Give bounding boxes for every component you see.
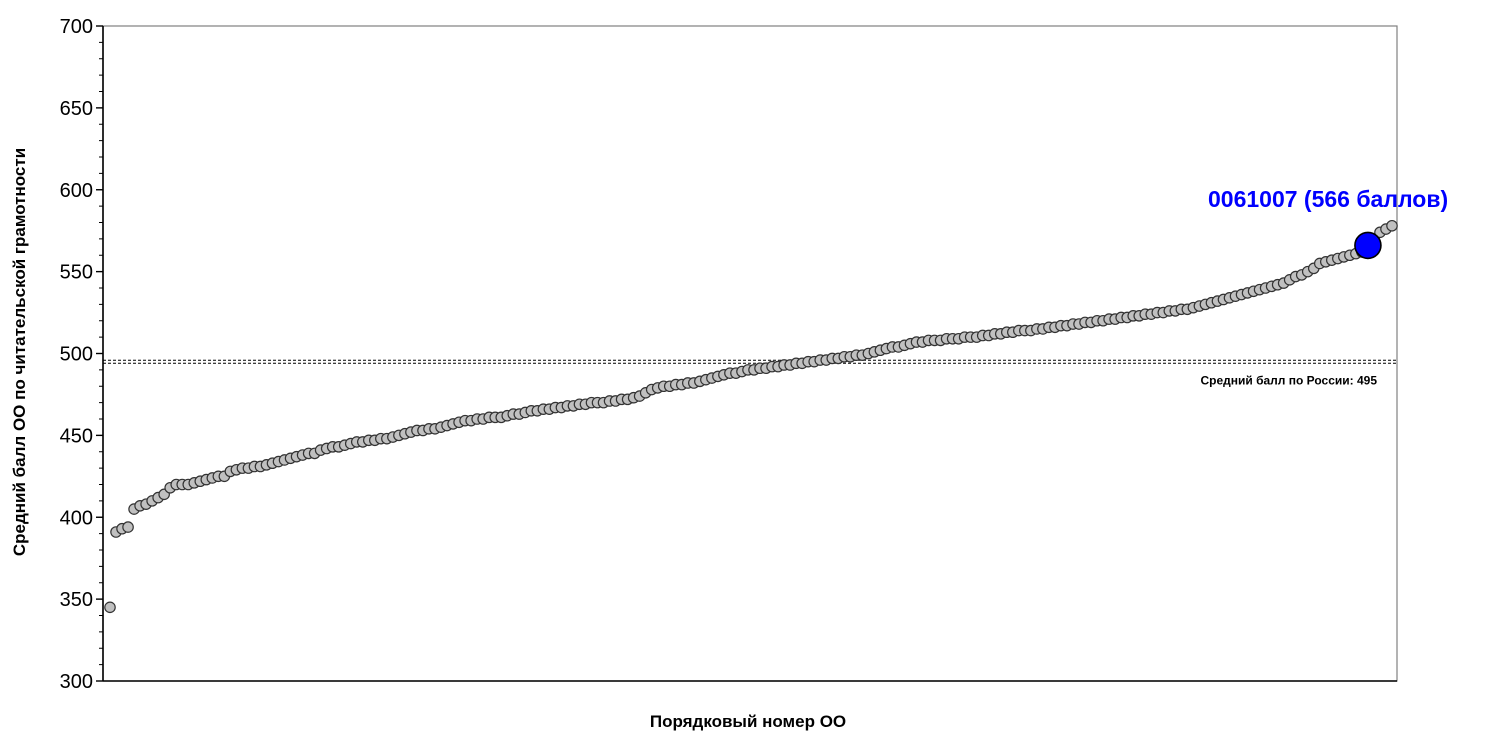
y-tick-label: 300 [60, 671, 93, 693]
plot-area-border [102, 25, 1398, 682]
highlight-group: 0061007 (566 баллов) [1208, 186, 1448, 260]
y-tick-label: 600 [60, 180, 93, 202]
y-tick-label: 450 [60, 425, 93, 447]
data-point [1386, 219, 1398, 232]
y-axis-title: Средний балл ОО по читательской грамотно… [10, 148, 29, 556]
data-points [104, 219, 1398, 614]
data-point [122, 521, 134, 533]
y-tick-label: 350 [60, 589, 93, 611]
reference-line-group: Средний балл по России: 495 [103, 359, 1397, 388]
y-tick-label: 500 [60, 344, 93, 366]
highlighted-point [1354, 231, 1382, 260]
x-axis-title: Порядковый номер ОО [650, 712, 846, 731]
y-tick-label: 650 [60, 98, 93, 120]
y-axis: 300 350 400 450 500 550 600 650 700 [60, 16, 1398, 693]
highlighted-point-label: 0061007 (566 баллов) [1208, 186, 1448, 212]
data-point [104, 601, 116, 614]
reference-line-label: Средний балл по России: 495 [1200, 374, 1377, 388]
y-tick-label: 400 [60, 507, 93, 529]
y-tick-label: 550 [60, 262, 93, 284]
y-tick-label: 700 [60, 16, 93, 38]
